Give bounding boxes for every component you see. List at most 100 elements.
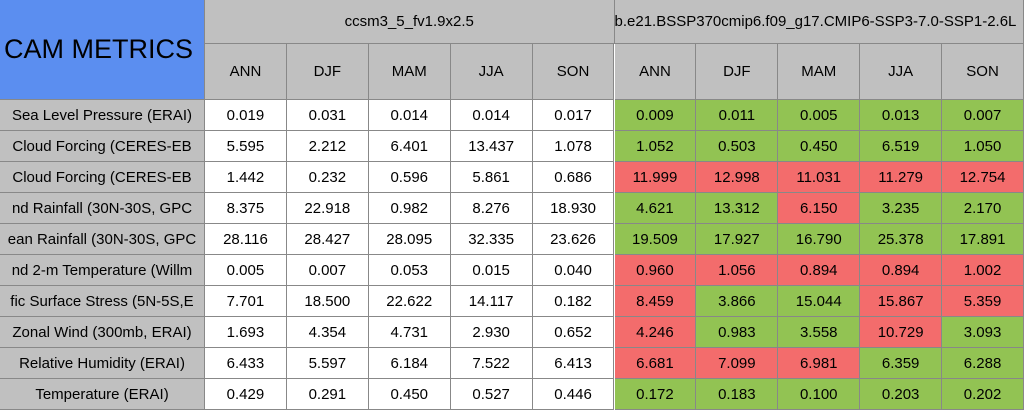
metric-cell: 0.053	[368, 255, 451, 286]
season-header-text: JJA	[888, 63, 914, 80]
metric-cell: 0.894	[778, 255, 861, 286]
metric-cell-text: 2.930	[472, 323, 510, 341]
metric-cell: 8.459	[614, 286, 697, 317]
metric-cell-text: 32.335	[468, 230, 515, 248]
metric-cell: 17.891	[942, 224, 1024, 255]
metric-cell: 4.731	[368, 317, 451, 348]
case-header-text: ccsm3_5_fv1.9x2.5	[344, 13, 474, 30]
metric-cell: 0.005	[778, 100, 861, 131]
metric-cell: 0.429	[205, 379, 287, 410]
metric-cell: 0.015	[450, 255, 533, 286]
metric-cell: 10.729	[860, 317, 943, 348]
metric-cell: 2.930	[450, 317, 533, 348]
metric-cell-text: 1.693	[226, 323, 265, 341]
row-label: Cloud Forcing (CERES-EB	[0, 162, 205, 193]
metric-cell-text: 0.053	[390, 261, 429, 279]
metric-cell-text: 1.078	[554, 137, 592, 155]
metric-cell: 0.596	[368, 162, 451, 193]
metric-cell-text: 10.729	[877, 323, 924, 341]
metric-cell: 5.595	[205, 131, 287, 162]
metric-cell-text: 0.686	[554, 168, 592, 186]
metric-cell: 0.011	[696, 100, 779, 131]
metric-cell: 0.527	[450, 379, 533, 410]
metric-cell-text: 0.450	[390, 385, 429, 403]
metric-cell-text: 6.981	[799, 354, 838, 372]
season-header-text: SON	[966, 63, 999, 80]
metric-cell-text: 25.378	[877, 230, 924, 248]
metric-cell: 0.202	[942, 379, 1024, 410]
metric-cell-text: 0.894	[881, 261, 920, 279]
metric-cell: 6.359	[860, 348, 943, 379]
metric-cell-text: 28.095	[386, 230, 433, 248]
metric-cell-text: 19.509	[632, 230, 678, 248]
metric-cell: 0.652	[532, 317, 615, 348]
metric-cell: 6.288	[942, 348, 1024, 379]
metric-cell: 12.754	[942, 162, 1024, 193]
metric-cell-text: 6.413	[554, 354, 592, 372]
metric-cell-text: 6.288	[963, 354, 1002, 372]
metric-cell-text: 0.017	[554, 106, 592, 124]
metric-cell: 4.621	[614, 193, 697, 224]
metric-cell: 28.116	[205, 224, 287, 255]
metric-cell-text: 3.866	[718, 292, 756, 310]
metric-cell: 2.212	[286, 131, 369, 162]
metric-cell-text: 0.202	[963, 385, 1002, 403]
metric-cell: 16.790	[778, 224, 861, 255]
metric-cell: 1.056	[696, 255, 779, 286]
metric-cell: 5.597	[286, 348, 369, 379]
metric-cell-text: 28.427	[304, 230, 351, 248]
metric-cell: 0.182	[532, 286, 615, 317]
season-header: MAM	[368, 44, 451, 100]
row-label-text: Temperature (ERAI)	[35, 385, 169, 403]
season-header-text: DJF	[723, 63, 751, 80]
metric-cell-text: 8.276	[472, 199, 510, 217]
metric-cell: 0.983	[696, 317, 779, 348]
metric-cell-text: 1.052	[636, 137, 674, 155]
metric-cell: 0.232	[286, 162, 369, 193]
metric-cell-text: 0.183	[718, 385, 756, 403]
metric-cell: 13.437	[450, 131, 533, 162]
row-label-text: fic Surface Stress (5N-5S,E	[10, 292, 194, 310]
row-label: Zonal Wind (300mb, ERAI)	[0, 317, 205, 348]
metric-cell: 3.866	[696, 286, 779, 317]
metric-cell: 0.450	[778, 131, 861, 162]
metric-cell-text: 0.429	[226, 385, 265, 403]
metric-cell-text: 6.433	[226, 354, 265, 372]
metric-cell: 0.007	[942, 100, 1024, 131]
metric-cell-text: 0.014	[390, 106, 429, 124]
metric-cell-text: 13.312	[713, 199, 760, 217]
metric-cell: 1.002	[942, 255, 1024, 286]
metric-cell: 6.150	[778, 193, 861, 224]
season-header: MAM	[778, 44, 861, 100]
metric-cell-text: 4.731	[390, 323, 429, 341]
metric-cell: 6.413	[532, 348, 615, 379]
season-header: JJA	[860, 44, 943, 100]
metric-cell: 11.031	[778, 162, 861, 193]
metric-cell: 0.014	[450, 100, 533, 131]
metric-cell: 8.276	[450, 193, 533, 224]
metric-cell-text: 16.790	[795, 230, 842, 248]
season-header: ANN	[205, 44, 287, 100]
row-label-text: ean Rainfall (30N-30S, GPC	[7, 230, 197, 248]
metric-cell: 3.558	[778, 317, 861, 348]
metric-cell-text: 5.597	[308, 354, 347, 372]
metric-cell: 15.867	[860, 286, 943, 317]
row-label: fic Surface Stress (5N-5S,E	[0, 286, 205, 317]
metric-cell: 6.681	[614, 348, 697, 379]
metric-cell-text: 0.596	[390, 168, 429, 186]
season-header-text: ANN	[229, 63, 262, 80]
season-header: SON	[942, 44, 1024, 100]
metric-cell: 28.427	[286, 224, 369, 255]
metric-cell-text: 3.558	[799, 323, 838, 341]
metric-cell: 6.519	[860, 131, 943, 162]
metric-cell-text: 1.050	[963, 137, 1002, 155]
metric-cell: 22.918	[286, 193, 369, 224]
metric-cell-text: 0.894	[799, 261, 838, 279]
metric-cell-text: 6.359	[881, 354, 920, 372]
row-label-text: Cloud Forcing (CERES-EB	[12, 168, 192, 186]
metric-cell-text: 0.040	[554, 261, 592, 279]
metric-cell: 5.861	[450, 162, 533, 193]
metric-cell-text: 0.983	[718, 323, 756, 341]
metric-cell-text: 17.927	[713, 230, 760, 248]
metric-cell-text: 8.459	[636, 292, 674, 310]
